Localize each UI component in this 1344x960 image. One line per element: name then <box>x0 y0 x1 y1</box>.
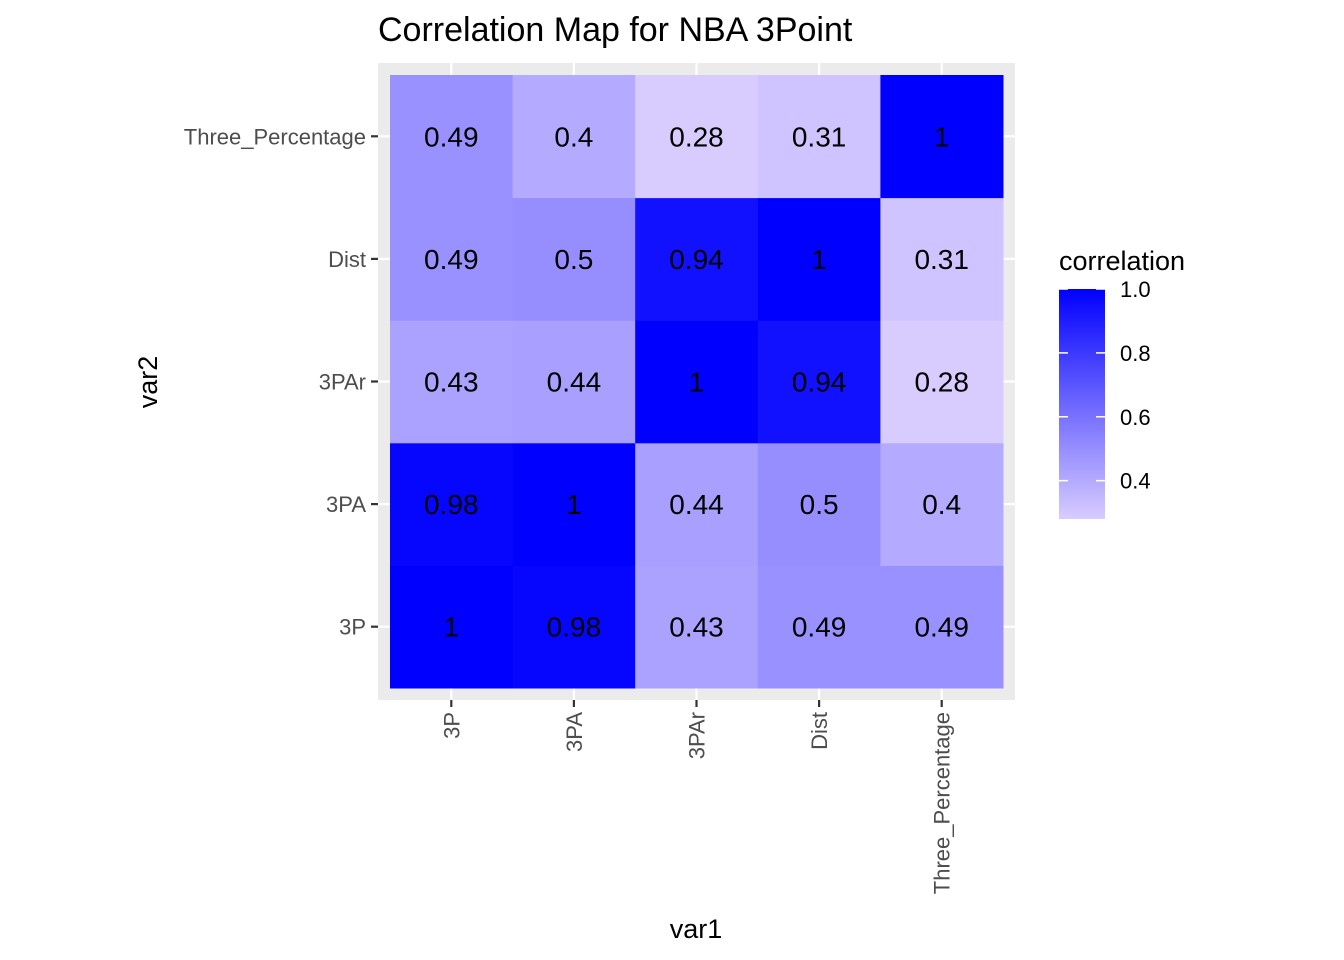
cell-label-3p-3pa: 0.98 <box>424 489 479 520</box>
heatmap-cells <box>390 75 1004 689</box>
cell-label-dist-3pa: 0.5 <box>800 489 839 520</box>
y-tick-label-3pa: 3PA <box>326 492 366 517</box>
heatmap-cell-three-percentage-three-percentage <box>880 75 1004 199</box>
heatmap-cell-labels: 1 0.98 0.43 0.49 0.49 0.98 1 0.44 0.5 0.4 0.43 0.44… <box>424 121 969 642</box>
heatmap-cell-3pa-3p <box>512 565 636 689</box>
cell-label-3par-three-percentage: 0.28 <box>669 121 724 152</box>
heatmap-cell-dist-3par <box>757 320 881 444</box>
legend-tick-label-0-6: 0.6 <box>1120 405 1151 430</box>
cell-label-3pa-dist: 0.5 <box>554 244 593 275</box>
heatmap-cell-3par-3p <box>635 565 759 689</box>
y-tick-label-3p: 3P <box>339 615 366 640</box>
heatmap-cell-3pa-3par <box>512 320 636 444</box>
y-axis: 3P 3PA 3PAr Dist Three_Percentage <box>184 124 378 640</box>
cell-label-3pa-3par: 0.44 <box>547 367 602 398</box>
heatmap-cell-3par-3pa <box>635 442 759 566</box>
y-tick-label-dist: Dist <box>328 247 366 272</box>
cell-label-dist-dist: 1 <box>811 244 827 275</box>
heatmap-cell-three-percentage-3par <box>880 320 1004 444</box>
cell-label-three-percentage-3par: 0.28 <box>914 367 969 398</box>
cell-label-three-percentage-3pa: 0.4 <box>922 489 961 520</box>
cell-label-3p-3p: 1 <box>444 612 460 643</box>
cell-label-3p-three-percentage: 0.49 <box>424 121 479 152</box>
legend-tick-label-0-8: 0.8 <box>1120 341 1151 366</box>
legend-tick-label-1-0: 1.0 <box>1120 277 1151 302</box>
cell-label-dist-three-percentage: 0.31 <box>792 121 847 152</box>
y-axis-title: var2 <box>133 356 163 409</box>
heatmap-cell-3pa-3pa <box>512 442 636 566</box>
cell-label-three-percentage-dist: 0.31 <box>914 244 969 275</box>
x-tick-label-dist: Dist <box>807 712 832 750</box>
heatmap-cell-three-percentage-3p <box>880 565 1004 689</box>
chart-title: Correlation Map for NBA 3Point <box>378 11 853 49</box>
y-tick-label-three-percentage: Three_Percentage <box>184 124 366 149</box>
heatmap-cell-3par-dist <box>635 197 759 321</box>
cell-label-3par-3p: 0.43 <box>669 612 724 643</box>
cell-label-3p-3par: 0.43 <box>424 367 479 398</box>
cell-label-three-percentage-three-percentage: 1 <box>934 121 950 152</box>
cell-label-three-percentage-3p: 0.49 <box>914 612 969 643</box>
cell-label-3par-dist: 0.94 <box>669 244 724 275</box>
heatmap-cell-3par-3par <box>635 320 759 444</box>
heatmap-cell-3p-3pa <box>390 442 514 566</box>
heatmap-cell-dist-3pa <box>757 442 881 566</box>
cell-label-3pa-3pa: 1 <box>566 489 582 520</box>
heatmap-cell-3p-three-percentage <box>390 75 514 199</box>
cell-label-dist-3par: 0.94 <box>792 367 847 398</box>
x-tick-label-3p: 3P <box>439 712 464 739</box>
x-tick-label-3par: 3PAr <box>685 712 710 759</box>
heatmap-cell-3pa-three-percentage <box>512 75 636 199</box>
legend-tick-label-0-4: 0.4 <box>1120 469 1151 494</box>
y-tick-label-3par: 3PAr <box>319 370 366 395</box>
cell-label-3pa-three-percentage: 0.4 <box>554 121 593 152</box>
color-legend: correlation 0.4 0.6 0.8 1.0 <box>1059 246 1185 519</box>
x-tick-label-three-percentage: Three_Percentage <box>930 712 955 894</box>
heatmap-cell-three-percentage-3pa <box>880 442 1004 566</box>
legend-colorbar <box>1059 289 1105 519</box>
heatmap-cell-3p-3par <box>390 320 514 444</box>
cell-label-3par-3par: 1 <box>689 367 705 398</box>
cell-label-3pa-3p: 0.98 <box>547 612 602 643</box>
heatmap-cell-3p-dist <box>390 197 514 321</box>
x-axis-title: var1 <box>670 914 723 944</box>
heatmap-cell-3par-three-percentage <box>635 75 759 199</box>
x-tick-label-3pa: 3PA <box>562 712 587 752</box>
heatmap-cell-3pa-dist <box>512 197 636 321</box>
cell-label-3p-dist: 0.49 <box>424 244 479 275</box>
heatmap-cell-three-percentage-dist <box>880 197 1004 321</box>
cell-label-3par-3pa: 0.44 <box>669 489 724 520</box>
x-axis: 3P 3PA 3PAr Dist Three_Percentage <box>439 700 955 894</box>
heatmap-cell-dist-three-percentage <box>757 75 881 199</box>
legend-title: correlation <box>1059 246 1185 276</box>
heatmap-cell-dist-dist <box>757 197 881 321</box>
heatmap-cell-3p-3p <box>390 565 514 689</box>
heatmap-cell-dist-3p <box>757 565 881 689</box>
cell-label-dist-3p: 0.49 <box>792 612 847 643</box>
